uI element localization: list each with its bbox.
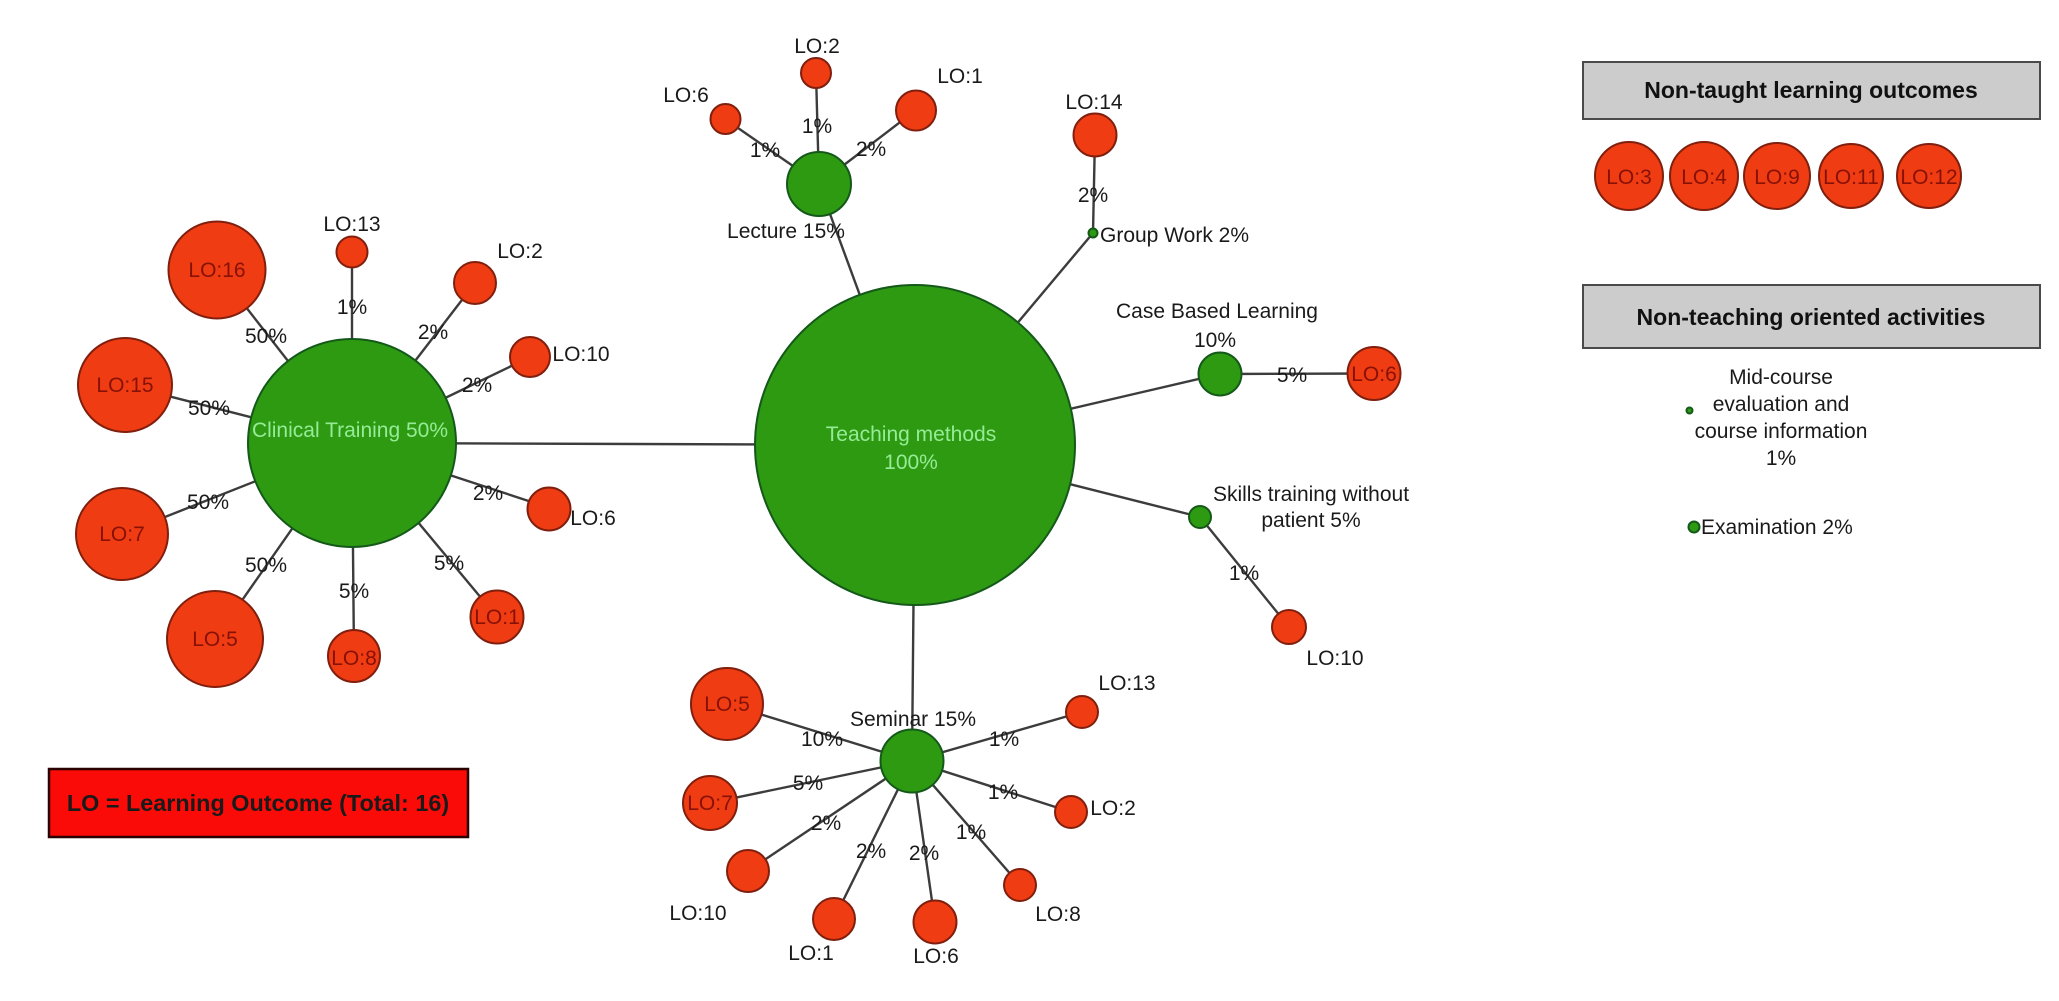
- svg-text:5%: 5%: [434, 552, 464, 575]
- svg-text:LO:1: LO:1: [937, 65, 983, 88]
- svg-text:LO:10: LO:10: [552, 343, 609, 366]
- svg-text:1%: 1%: [750, 139, 780, 162]
- svg-text:2%: 2%: [1078, 184, 1108, 207]
- svg-text:Non-taught learning outcomes: Non-taught learning outcomes: [1644, 77, 1978, 103]
- svg-text:LO:1: LO:1: [474, 606, 520, 629]
- svg-text:LO:7: LO:7: [687, 792, 733, 815]
- svg-text:Group Work 2%: Group Work 2%: [1100, 224, 1249, 247]
- svg-text:LO:4: LO:4: [1681, 166, 1727, 189]
- svg-text:50%: 50%: [188, 397, 230, 420]
- svg-text:Lecture 15%: Lecture 15%: [727, 220, 845, 243]
- svg-text:LO:9: LO:9: [1754, 166, 1800, 189]
- svg-text:5%: 5%: [1277, 364, 1307, 387]
- svg-text:5%: 5%: [339, 580, 369, 603]
- svg-text:LO:2: LO:2: [1090, 797, 1136, 820]
- svg-text:Non-teaching oriented activiti: Non-teaching oriented activities: [1637, 304, 1986, 330]
- svg-text:1%: 1%: [989, 728, 1019, 751]
- svg-text:LO:5: LO:5: [704, 693, 750, 716]
- svg-text:1%: 1%: [1229, 562, 1259, 585]
- svg-text:LO:8: LO:8: [1035, 903, 1081, 926]
- svg-text:LO:7: LO:7: [99, 523, 145, 546]
- svg-text:2%: 2%: [856, 138, 886, 161]
- svg-text:10%: 10%: [1194, 329, 1236, 352]
- svg-text:Teaching methods: Teaching methods: [826, 423, 996, 446]
- svg-text:Case Based Learning: Case Based Learning: [1116, 300, 1318, 323]
- svg-text:Examination 2%: Examination 2%: [1701, 516, 1853, 539]
- svg-text:LO:2: LO:2: [794, 35, 840, 58]
- svg-text:2%: 2%: [811, 812, 841, 835]
- svg-text:LO = Learning Outcome (Total:: LO = Learning Outcome (Total: 16): [67, 790, 449, 816]
- svg-text:2%: 2%: [473, 482, 503, 505]
- svg-text:LO:2: LO:2: [497, 240, 543, 263]
- svg-text:LO:12: LO:12: [1900, 166, 1957, 189]
- svg-text:1%: 1%: [802, 115, 832, 138]
- svg-text:Clinical Training 50%: Clinical Training 50%: [252, 419, 448, 442]
- svg-text:LO:3: LO:3: [1606, 166, 1652, 189]
- svg-text:course information: course information: [1695, 420, 1868, 443]
- svg-text:LO:14: LO:14: [1065, 91, 1123, 114]
- svg-text:50%: 50%: [187, 491, 229, 514]
- svg-text:LO:6: LO:6: [1351, 363, 1397, 386]
- svg-text:2%: 2%: [418, 321, 448, 344]
- svg-text:2%: 2%: [909, 842, 939, 865]
- svg-text:Skills training without: Skills training without: [1213, 483, 1409, 506]
- svg-text:LO:16: LO:16: [188, 259, 245, 282]
- svg-text:100%: 100%: [884, 451, 938, 474]
- svg-text:LO:15: LO:15: [96, 374, 153, 397]
- svg-text:LO:13: LO:13: [323, 213, 380, 236]
- svg-text:1%: 1%: [337, 296, 367, 319]
- svg-text:Seminar 15%: Seminar 15%: [850, 708, 976, 731]
- svg-text:LO:11: LO:11: [1823, 166, 1879, 189]
- svg-text:50%: 50%: [245, 325, 287, 348]
- svg-text:LO:5: LO:5: [192, 628, 238, 651]
- svg-text:1%: 1%: [988, 781, 1018, 804]
- svg-text:5%: 5%: [793, 772, 823, 795]
- svg-text:10%: 10%: [801, 728, 843, 751]
- svg-text:patient 5%: patient 5%: [1261, 509, 1360, 532]
- svg-text:LO:6: LO:6: [913, 945, 959, 968]
- svg-text:LO:10: LO:10: [669, 902, 726, 925]
- svg-text:Mid-course: Mid-course: [1729, 366, 1833, 389]
- svg-text:LO:8: LO:8: [331, 647, 377, 670]
- svg-text:50%: 50%: [245, 554, 287, 577]
- svg-text:evaluation and: evaluation and: [1713, 393, 1850, 416]
- svg-text:1%: 1%: [956, 821, 986, 844]
- svg-text:1%: 1%: [1766, 447, 1796, 470]
- svg-text:LO:1: LO:1: [788, 942, 834, 965]
- svg-text:LO:6: LO:6: [663, 84, 709, 107]
- svg-text:LO:6: LO:6: [570, 507, 616, 530]
- svg-text:2%: 2%: [462, 374, 492, 397]
- svg-text:2%: 2%: [856, 840, 886, 863]
- svg-text:LO:13: LO:13: [1098, 672, 1155, 695]
- svg-text:LO:10: LO:10: [1306, 647, 1363, 670]
